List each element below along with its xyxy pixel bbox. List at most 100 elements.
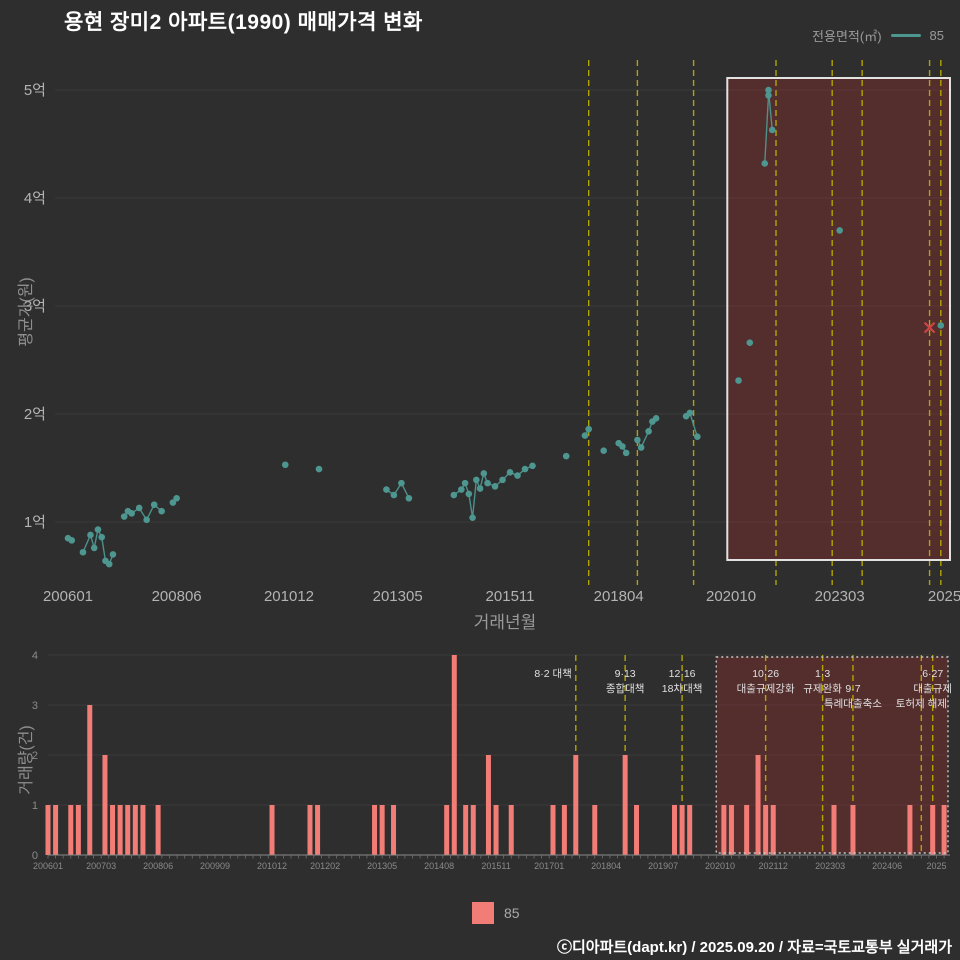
volume-bar: [269, 805, 275, 855]
scatter-point: [315, 465, 323, 473]
volume-bar: [470, 805, 476, 855]
volume-bar: [391, 805, 397, 855]
price-axis-title: 평균가(원): [18, 277, 35, 347]
volume-y-tick: 4: [32, 650, 38, 662]
scatter-point: [746, 339, 754, 347]
policy-annotation: 종합대책: [606, 683, 645, 695]
volume-bar: [493, 805, 499, 855]
footer-credit: ⓒ디아파트(dapt.kr) / 2025.09.20 / 자료=국토교통부 실…: [556, 939, 952, 956]
volume-bar: [140, 805, 146, 855]
policy-annotation: 규제완화: [803, 682, 842, 695]
legend-top-label: 전용면적(㎡): [812, 29, 882, 44]
volume-bar: [687, 805, 693, 855]
volume-y-tick: 2: [32, 750, 38, 762]
scatter-point: [637, 444, 645, 451]
highlight-border-dotted: [715, 656, 949, 854]
volume-bar: [907, 805, 913, 855]
scatter-segment: [689, 412, 698, 437]
scatter-point: [450, 491, 458, 499]
page-title: 용현 장미2 아파트(1990) 매매가격 변화: [64, 11, 423, 34]
volume-bar: [850, 805, 856, 855]
volume-bar: [68, 805, 74, 855]
legend-bottom[interactable]: 85: [472, 902, 520, 924]
legend-swatch-icon: [472, 902, 494, 924]
scatter-point: [521, 465, 529, 473]
volume-x-tick: 200601: [33, 861, 63, 871]
scatter-point: [484, 479, 491, 487]
scatter-point: [150, 501, 158, 509]
volume-bar: [110, 805, 116, 855]
price-x-tick: 201012: [264, 588, 314, 605]
legend-top-value[interactable]: 85: [929, 28, 944, 43]
volume-bar: [592, 805, 598, 855]
highlight-border: [726, 77, 952, 561]
volume-x-tick: 202010: [705, 861, 735, 871]
policy-annotation: 토허제 해제: [896, 697, 947, 710]
volume-bar: [561, 805, 567, 855]
scatter-point: [281, 461, 289, 469]
price-x-tick: 2025: [928, 588, 960, 605]
volume-bar: [45, 805, 51, 855]
legend-top: 전용면적(㎡) 85: [812, 26, 944, 45]
volume-x-tick: 200806: [143, 861, 173, 871]
volume-bar: [444, 805, 450, 855]
scatter-point: [109, 551, 117, 558]
volume-axis-title: 거래량(건): [18, 725, 35, 795]
volume-bar: [315, 805, 321, 855]
volume-bar: [508, 805, 514, 855]
scatter-point: [458, 486, 465, 493]
cancelled-x-icon: [923, 321, 936, 334]
volume-x-tick: 201511: [481, 861, 510, 871]
volume-bar: [117, 805, 123, 855]
volume-x-tick: 2025: [926, 861, 946, 871]
policy-annotation: 대출규제강화: [737, 683, 795, 695]
scatter-point: [128, 510, 135, 517]
scatter-segment: [468, 493, 474, 518]
scatter-point: [120, 513, 128, 520]
volume-bar: [831, 805, 837, 855]
volume-y-tick: 1: [32, 800, 38, 812]
policy-annotation: 1·3: [815, 668, 830, 680]
volume-x-tick: 201305: [367, 861, 397, 871]
volume-bar: [755, 755, 761, 855]
scatter-point: [836, 227, 843, 234]
scatter-point: [461, 479, 469, 487]
scatter-point: [652, 415, 660, 422]
price-x-tick: 200601: [43, 588, 93, 605]
scatter-point: [600, 447, 607, 455]
volume-bar: [763, 805, 769, 855]
volume-bar: [132, 805, 138, 855]
scatter-point: [765, 92, 772, 99]
scatter-point: [645, 427, 652, 435]
volume-y-tick: 0: [32, 850, 38, 862]
date-axis-title: 거래년월: [473, 613, 537, 632]
volume-x-tick: 201202: [310, 861, 340, 871]
policy-annotation: 18차대책: [662, 683, 703, 695]
scatter-point: [143, 516, 150, 524]
volume-x-tick: 201907: [648, 861, 678, 871]
volume-bar: [672, 805, 678, 855]
scatter-point: [937, 322, 945, 329]
scatter-point: [761, 160, 769, 167]
scatter-point: [105, 560, 113, 568]
scatter-point: [768, 126, 776, 134]
scatter-point: [480, 470, 488, 477]
volume-x-tick: 202112: [759, 861, 788, 871]
policy-annotation: 10·26: [752, 668, 779, 680]
scatter-segment: [764, 95, 770, 164]
volume-bar: [573, 755, 579, 855]
policy-annotation: 9·13: [615, 668, 636, 680]
scatter-segment: [101, 537, 107, 561]
volume-bar: [930, 805, 936, 855]
scatter-point: [383, 486, 390, 493]
scatter-point: [765, 86, 772, 94]
price-x-tick: 201511: [486, 588, 535, 605]
volume-bar: [634, 805, 640, 855]
volume-x-tick: 200909: [200, 861, 230, 871]
volume-bar: [87, 705, 93, 855]
volume-bar: [622, 755, 628, 855]
scatter-point: [514, 472, 521, 479]
scatter-point: [169, 499, 177, 506]
